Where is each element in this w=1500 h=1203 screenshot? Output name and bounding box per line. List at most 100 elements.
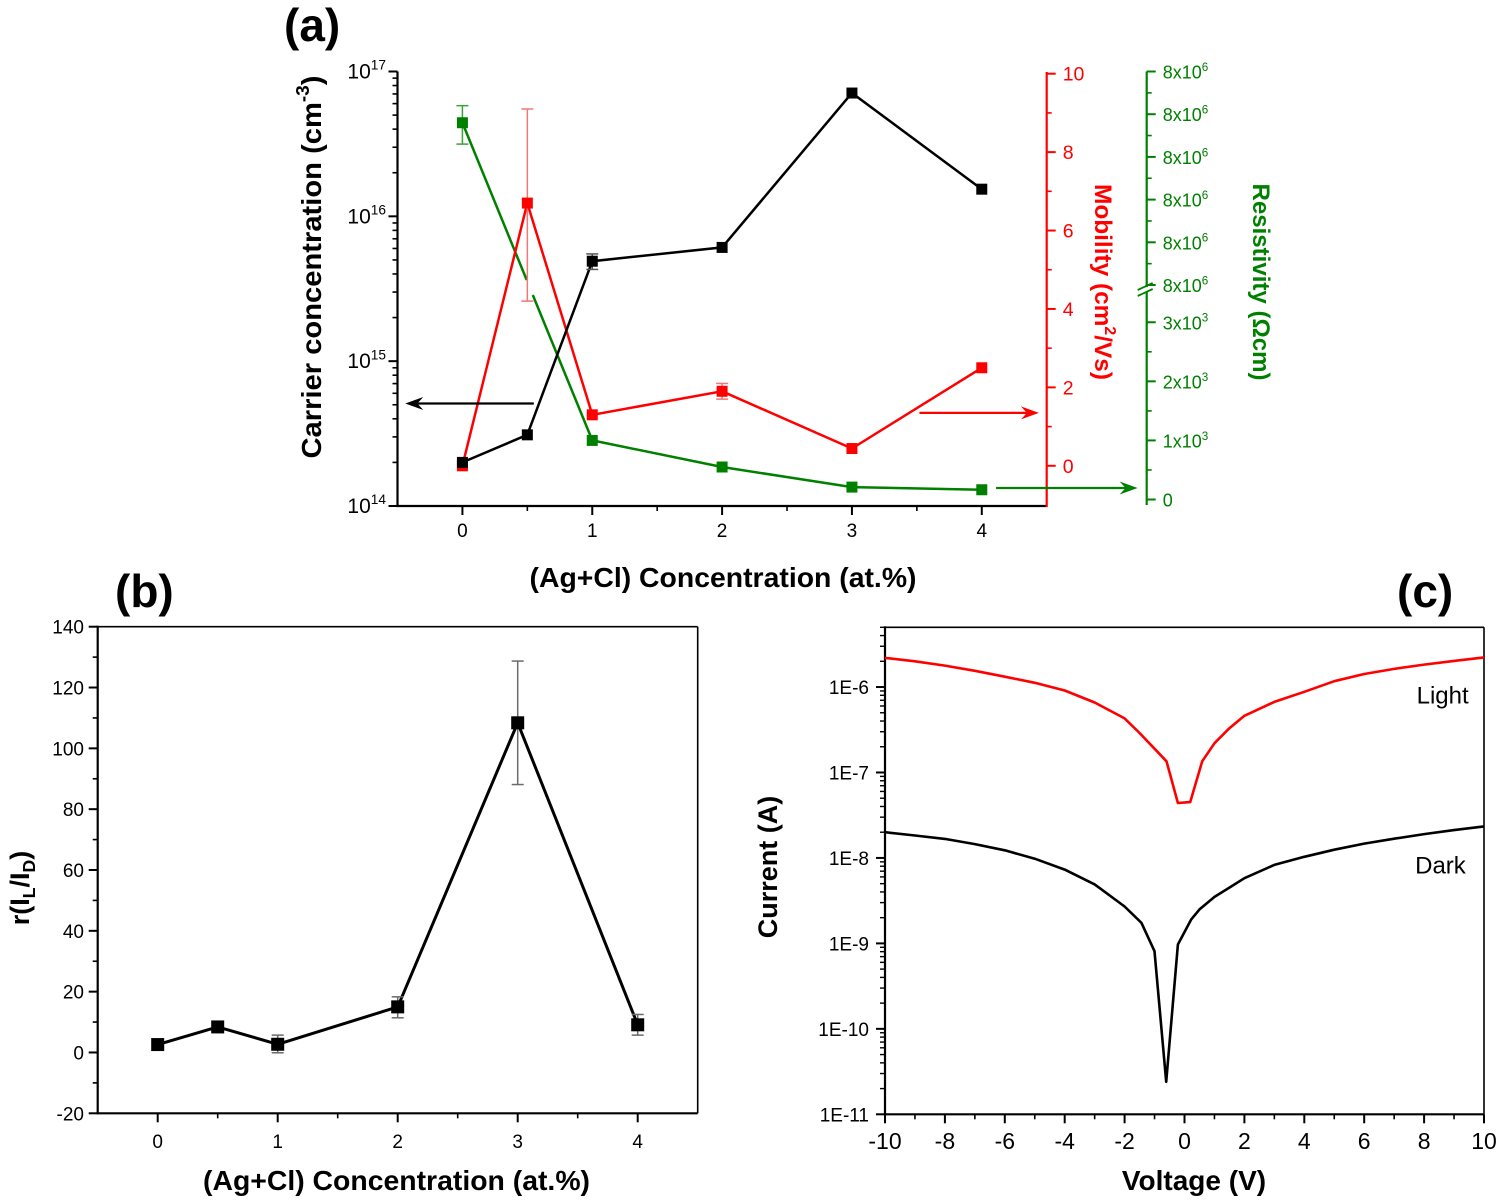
- a-carrier-axis-title-text: Carrier concentration (cm: [296, 102, 327, 458]
- b-data-point: [151, 1038, 165, 1052]
- a-resistivity-tick-label-superscript: 6: [1202, 232, 1209, 245]
- b-y-axis-title-text: /I: [5, 872, 35, 887]
- a-carrier-data-point: [716, 241, 728, 253]
- b-y-axis-title-subscript: L: [19, 887, 39, 898]
- a-resistivity-tick-label-text: 1x10: [1163, 431, 1202, 451]
- a-carrier-tick-label-superscript: 16: [371, 203, 387, 218]
- a-mobility-data-point: [716, 385, 728, 397]
- a-carrier-tick-label-superscript: 14: [371, 492, 387, 507]
- a-resistivity-axis-break-mark: [1137, 288, 1154, 297]
- a-carrier-data-point: [846, 87, 858, 99]
- b-y-tick-label: -20: [57, 1104, 84, 1125]
- c-light-curve-label: Light: [1417, 683, 1469, 710]
- c-dark-curve-label: Dark: [1415, 852, 1467, 879]
- a-mobility-data-point: [586, 409, 598, 421]
- c-x-tick-label: -4: [1054, 1128, 1075, 1154]
- a-resistivity-tick-label-superscript: 3: [1202, 312, 1209, 325]
- b-y-tick-label: 100: [52, 739, 84, 760]
- a-mobility-axis-title-text: /Vs): [1089, 335, 1116, 380]
- a-resistivity-axis-break-gap: [1143, 287, 1150, 292]
- a-resistivity-tick-label-superscript: 6: [1202, 146, 1209, 159]
- c-y-tick-label: 1E-10: [818, 1020, 869, 1041]
- a-mobility-tick-label: 8: [1063, 142, 1074, 164]
- c-y-tick-label: 1E-7: [829, 763, 869, 784]
- b-x-tick-label: 0: [152, 1132, 163, 1153]
- a-resistivity-tick-label-text: 8x10: [1163, 233, 1202, 253]
- a-carrier-data-point: [976, 183, 988, 195]
- a-mobility-tick-label: 0: [1063, 456, 1074, 478]
- a-resistivity-tick-label-text: 8x10: [1163, 276, 1202, 296]
- a-resistivity-axis-break-mark: [1137, 282, 1154, 291]
- b-data-point: [631, 1018, 645, 1032]
- b-x-tick-label: 4: [632, 1132, 643, 1153]
- a-carrier-axis-arrow-head: [405, 397, 424, 411]
- b-y-tick-label: 0: [73, 1043, 84, 1064]
- a-resistivity-tick-label: 3x103: [1163, 312, 1209, 334]
- c-x-axis-title: Voltage (V): [1122, 1165, 1266, 1196]
- a-resistivity-tick-label-superscript: 6: [1202, 61, 1209, 74]
- a-x-tick-label: 4: [976, 521, 987, 542]
- c-y-tick-label: 1E-8: [829, 849, 869, 870]
- a-carrier-data-point: [521, 429, 533, 441]
- b-y-tick-label: 20: [63, 983, 84, 1004]
- a-resistivity-tick-label: 8x106: [1163, 232, 1209, 254]
- a-resistivity-tick-label: 1x103: [1163, 430, 1209, 452]
- b-y-axis-title-subscript: D: [19, 860, 39, 873]
- c-y-tick-label: 1E-6: [829, 678, 869, 699]
- a-carrier-tick-label-superscript: 15: [371, 347, 387, 362]
- a-resistivity-tick-label-superscript: 6: [1202, 274, 1209, 287]
- c-y-tick-label: 1E-9: [829, 934, 869, 955]
- a-carrier-axis-arrow: [405, 397, 534, 411]
- b-data-point: [271, 1037, 285, 1051]
- a-resistivity-data-point: [586, 434, 598, 446]
- a-mobility-data-point: [976, 362, 988, 374]
- c-y-axis-title: Current (A): [753, 796, 783, 939]
- a-x-tick-label: 0: [457, 521, 468, 542]
- a-mobility-data-point: [846, 443, 858, 455]
- a-mobility-series-line: [461, 198, 983, 467]
- a-x-tick-label: 3: [847, 521, 858, 542]
- a-carrier-tick-label-text: 10: [347, 350, 370, 373]
- a-resistivity-tick-label-text: 0: [1163, 491, 1173, 511]
- a-resistivity-tick-label-text: 3x10: [1163, 313, 1202, 333]
- a-resistivity-tick-label-text: 8x10: [1163, 63, 1202, 83]
- a-resistivity-tick-label-superscript: 3: [1202, 430, 1209, 443]
- a-mobility-data-point: [521, 197, 533, 209]
- a-carrier-tick-label-text: 10: [347, 61, 370, 84]
- a-resistivity-tick-label: 8x106: [1163, 104, 1209, 126]
- b-y-tick-label: 80: [63, 800, 84, 821]
- a-resistivity-tick-label: 8x106: [1163, 61, 1209, 83]
- c-panel-label: (c): [1397, 565, 1453, 617]
- a-resistivity-axis-arrow-head: [1119, 481, 1138, 495]
- b-panel-label: (b): [115, 565, 174, 617]
- b-y-axis-title-text: ): [5, 851, 35, 860]
- b-x-tick-label: 2: [392, 1132, 403, 1153]
- a-carrier-tick-label: 1017: [347, 58, 386, 84]
- a-resistivity-tick-label-text: 8x10: [1163, 148, 1202, 168]
- c-y-tick-label: 1E-11: [820, 1105, 869, 1126]
- a-carrier-tick-label-superscript: 17: [371, 58, 386, 73]
- b-y-tick-label: 60: [63, 861, 84, 882]
- b-y-axis-title: r(IL/ID): [5, 851, 39, 925]
- a-resistivity-data-point: [976, 484, 988, 496]
- b-x-axis-title: (Ag+Cl) Concentration (at.%): [203, 1165, 590, 1196]
- c-x-tick-label: 0: [1178, 1128, 1191, 1154]
- b-data-point: [391, 1000, 405, 1014]
- a-carrier-tick-label: 1016: [347, 203, 386, 229]
- a-carrier-axis-title: Carrier concentration (cm-3): [293, 76, 327, 459]
- c-x-tick-label: 4: [1298, 1128, 1311, 1154]
- b-series-line: [157, 718, 640, 1047]
- panel-c-iv-curves: (c) 1E-11 1E-10 1E-9 1E-8 1E-7 1E-6 -10 -8 -6 -4 -2…: [753, 565, 1497, 1196]
- a-mobility-axis-title-text: Mobility (cm: [1089, 184, 1116, 326]
- b-y-tick-label: 120: [52, 679, 84, 700]
- b-data-point: [511, 716, 525, 730]
- b-y-tick-label: 40: [63, 922, 84, 943]
- a-mobility-axis-arrow-head: [1020, 406, 1039, 420]
- c-x-tick-label: -2: [1114, 1128, 1134, 1154]
- a-x-tick-label: 2: [717, 521, 728, 542]
- a-mobility-tick-label: 10: [1063, 64, 1085, 86]
- a-x-axis-title: (Ag+Cl) Concentration (at.%): [530, 562, 917, 593]
- a-resistivity-tick-label-superscript: 3: [1202, 371, 1209, 384]
